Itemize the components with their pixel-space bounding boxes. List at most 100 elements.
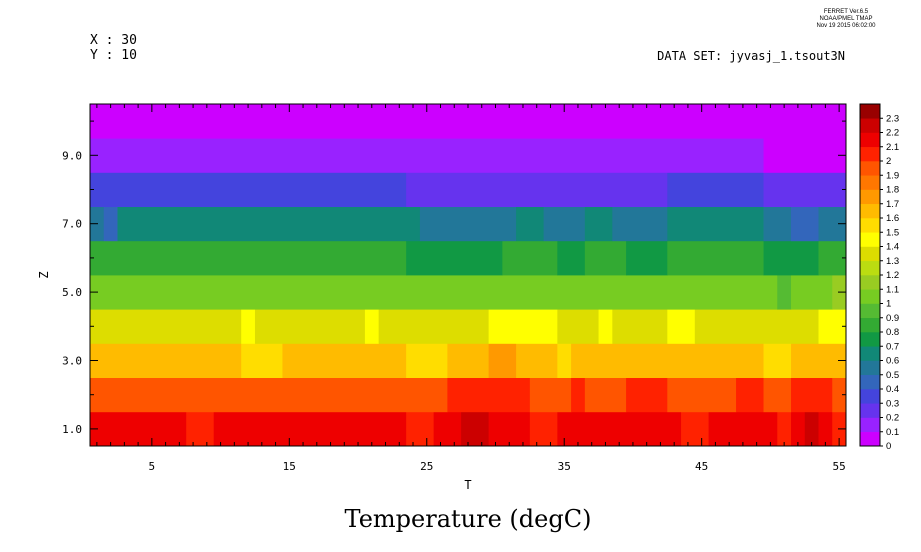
heat-cell [736, 377, 764, 413]
colorbar-swatch [860, 246, 880, 262]
heat-cell [557, 240, 586, 276]
heat-cell [433, 411, 462, 447]
heat-cell [777, 275, 792, 310]
heat-cell [90, 411, 187, 447]
colorbar-label: 1.7 [886, 199, 899, 210]
heat-cell [557, 309, 599, 344]
heat-cell [777, 411, 792, 447]
colorbar-swatch [860, 317, 880, 333]
colorbar-label: 1.6 [886, 213, 899, 224]
heat-cell [626, 240, 668, 276]
heat-cell [90, 377, 448, 413]
heat-cell [364, 309, 380, 344]
heat-cell [90, 104, 847, 139]
ferret-stamp: FERRET Ver.6.5 NOAA/PMEL TMAP Nov 19 201… [816, 9, 876, 29]
heat-cell [488, 309, 558, 344]
heat-cell [763, 240, 819, 276]
heat-cell [543, 206, 586, 242]
heat-cell [584, 206, 613, 242]
colorbar-label: 2.1 [886, 142, 899, 153]
heat-cell [667, 309, 696, 344]
heat-cell [254, 309, 366, 344]
heat-cell [557, 343, 572, 378]
colorbar-swatch [860, 175, 880, 190]
y-tick-label: 9.0 [62, 149, 82, 162]
heat-cell [612, 206, 668, 242]
colorbar-swatch [860, 360, 880, 376]
x-tick-label: 25 [420, 460, 433, 473]
heat-cell [378, 309, 490, 344]
colorbar-label: 0.2 [886, 413, 899, 424]
heat-cell [529, 411, 558, 447]
heat-cell [598, 309, 613, 344]
heat-cell [406, 411, 435, 447]
heat-cell [667, 172, 764, 207]
heat-cell [241, 309, 256, 344]
heat-cell [90, 275, 778, 310]
colorbar-swatch [860, 303, 880, 319]
heat-cell [447, 377, 531, 413]
heat-cell [557, 411, 682, 447]
colorbar-swatch [860, 374, 880, 390]
colorbar-label: 1 [886, 299, 891, 310]
colorbar-label: 0.4 [886, 384, 899, 395]
heat-cell [488, 343, 517, 378]
heat-cell [117, 206, 421, 242]
colorbar-swatch [860, 417, 880, 433]
y-position-label: Y : 10 [90, 48, 137, 63]
heat-cell [832, 377, 847, 413]
x-tick-label: 35 [558, 460, 571, 473]
colorbar-label: 0.7 [886, 341, 899, 352]
x-axis-label: T [464, 478, 471, 492]
y-tick-label: 7.0 [62, 218, 82, 231]
ferret-stamp-line-3: Nov 19 2015 06:02:00 [816, 23, 876, 29]
heat-cell [791, 206, 819, 242]
heat-cell [626, 377, 668, 413]
x-tick-label: 45 [695, 460, 708, 473]
colorbar-label: 0 [886, 441, 891, 452]
y-tick-label: 3.0 [62, 355, 82, 368]
colorbar-label: 1.4 [886, 242, 899, 253]
heat-cell [763, 172, 847, 207]
heat-cell [461, 411, 490, 447]
heat-cell [213, 411, 407, 447]
colorbar-label: 1.5 [886, 227, 899, 238]
colorbar-swatch [860, 275, 880, 290]
heat-cell [804, 411, 819, 447]
x-position-label: X : 30 [90, 33, 137, 48]
dataset-label: DATA SET: jyvasj_1.tsout3N [657, 49, 845, 63]
heat-cell [667, 240, 764, 276]
heatmap-cells [90, 104, 847, 447]
heat-cell [667, 206, 764, 242]
colorbar-swatch [860, 332, 880, 347]
colorbar-label: 0.1 [886, 427, 899, 438]
heat-cell [282, 343, 407, 378]
heat-cell [791, 343, 847, 378]
heat-cell [612, 309, 668, 344]
heat-cell [791, 275, 833, 310]
colorbar-swatch [860, 289, 880, 304]
heat-cell [186, 411, 215, 447]
colorbar-swatch [860, 218, 880, 233]
colorbar-label: 2.3 [886, 113, 899, 124]
heat-cell [502, 240, 558, 276]
colorbar: 0 0.1 0.2 0.3 0.4 0.5 0.6 0.7 0.8 0.9 1 1.1 1.2 1.3 1.… [859, 103, 899, 452]
colorbar-swatch [860, 346, 880, 361]
heat-cell [241, 343, 283, 378]
heat-cell [419, 206, 517, 242]
heat-cell [584, 377, 627, 413]
heat-cell [529, 377, 572, 413]
axis-ticks: 5 15 25 35 45 55 1.0 3.0 5.0 7.0 9.0 [62, 104, 846, 473]
chart-title: Temperature (degC) [345, 505, 592, 533]
heat-cell [90, 172, 407, 207]
y-axis-label: Z [37, 271, 51, 278]
colorbar-label: 0.3 [886, 398, 899, 409]
ferret-stamp-line-1: FERRET Ver.6.5 [824, 9, 869, 15]
colorbar-swatch [860, 232, 880, 247]
heat-cell [763, 343, 792, 378]
colorbar-label: 1.8 [886, 185, 899, 196]
ferret-stamp-line-2: NOAA/PMEL TMAP [819, 16, 872, 22]
colorbar-label: 1.3 [886, 256, 899, 267]
heat-cell [90, 343, 242, 378]
heat-cell [571, 343, 764, 378]
